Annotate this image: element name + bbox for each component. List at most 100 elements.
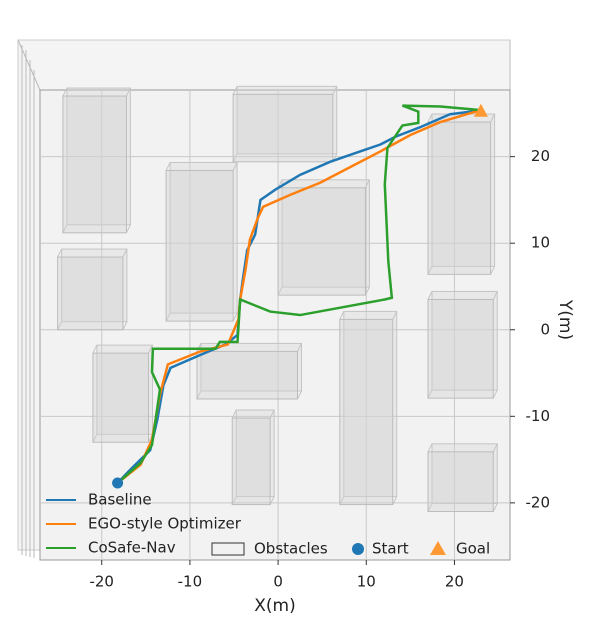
obstacle-edge [364, 286, 370, 296]
x-tick-label: -20 [89, 573, 114, 591]
obstacle [427, 443, 498, 513]
obstacle-front [165, 169, 234, 322]
obstacle-edge [92, 434, 98, 443]
obstacle-edge [427, 291, 433, 300]
obstacle-edge [269, 409, 275, 419]
obstacle-edge [332, 86, 338, 95]
obstacle [92, 344, 153, 443]
x-axis-label: X(m) [254, 596, 295, 616]
obstacle-back [431, 113, 496, 267]
obstacle-front [57, 256, 124, 331]
obstacle-edge [492, 389, 498, 399]
obstacle-edge [122, 248, 128, 258]
obstacle-edge [122, 321, 128, 330]
obstacle-front [232, 93, 334, 163]
y-tick-label: 10 [531, 234, 550, 252]
obstacle [427, 113, 496, 275]
x-tick-label: -10 [178, 573, 203, 591]
obstacle-front [92, 352, 149, 443]
obstacle-edge [297, 343, 302, 352]
obstacle [277, 179, 370, 296]
obstacle-edge [92, 344, 98, 354]
obstacle-edge [62, 224, 68, 234]
obstacle-back [431, 443, 498, 505]
obstacle-edge [392, 496, 398, 505]
obstacle-back [281, 179, 370, 288]
obstacle-edge [492, 503, 498, 512]
y-axis-label: Y(m) [555, 299, 575, 340]
obstacle-edge [57, 321, 63, 330]
obstacle-front [62, 95, 127, 234]
obstacle-edge [490, 113, 496, 123]
obstacle-edge [165, 162, 171, 171]
obstacle-front [339, 318, 394, 506]
obstacle-edge [492, 291, 498, 300]
obstacle [165, 161, 238, 322]
obstacle-edge [231, 409, 237, 419]
y-tick-label: -10 [526, 407, 551, 425]
obstacle-edge [232, 153, 238, 163]
x-tick-label: 20 [445, 573, 464, 591]
obstacle-front [427, 121, 492, 275]
legend-label: Baseline [88, 491, 152, 509]
legend: Baseline EGO-style Optimizer CoSafe-Nav Obs… [46, 491, 490, 558]
legend-swatch [430, 541, 446, 555]
obstacle-back [169, 161, 238, 314]
obstacle-back [235, 409, 275, 498]
legend-swatch [352, 543, 364, 555]
legend-label: Obstacles [254, 540, 328, 558]
obstacle-back [236, 85, 338, 155]
obstacle-front [196, 350, 298, 400]
obstacle [339, 310, 398, 506]
obstacle-edge [427, 443, 433, 453]
obstacle-front [231, 417, 271, 506]
obstacle-edge [148, 344, 153, 354]
obstacle-edge [231, 496, 237, 505]
obstacle-edge [297, 390, 302, 400]
x-tick-label: 0 [273, 573, 283, 591]
obstacle-back [61, 248, 128, 323]
obstacle-edge [269, 496, 275, 505]
obstacle-edge [57, 248, 63, 258]
obstacle-edge [364, 179, 370, 189]
obstacle [62, 87, 131, 234]
obstacle-edge [427, 113, 433, 123]
y-tick-label: 0 [540, 320, 550, 338]
x-tick-label: 10 [357, 573, 376, 591]
obstacle-front [427, 451, 494, 513]
goal-marker [473, 103, 488, 117]
obstacle-front [277, 187, 366, 296]
obstacle-edge [339, 496, 345, 505]
trajectory [116, 104, 479, 484]
legend-label: Goal [456, 540, 490, 558]
obstacle-edge [62, 87, 68, 97]
obstacle-back [66, 87, 131, 226]
obstacle-edge [492, 443, 498, 453]
obstacle-edge [232, 86, 238, 95]
obstacle-back [431, 290, 498, 391]
obstacle-edge [232, 162, 238, 171]
obstacle-edge [196, 343, 202, 352]
obstacle [57, 248, 128, 331]
obstacle-edge [125, 224, 131, 234]
obstacle-edge [392, 311, 398, 320]
trajectory [116, 109, 479, 484]
obstacle-edge [427, 389, 433, 399]
obstacle-edge [277, 286, 283, 296]
y-tick-label: 20 [531, 147, 550, 165]
obstacle-edge [125, 87, 131, 97]
obstacle-edge [232, 312, 238, 322]
legend-label: EGO-style Optimizer [88, 515, 242, 533]
obstacle-edge [339, 311, 345, 320]
obstacle-edge [165, 312, 171, 322]
legend-label: CoSafe-Nav [88, 539, 176, 557]
obstacle-edge [490, 266, 496, 275]
obstacle-back [96, 344, 153, 435]
obstacle [232, 85, 338, 163]
obstacle-edge [427, 266, 433, 275]
start-marker [112, 477, 124, 489]
obstacle-edge [196, 390, 202, 400]
obstacle [231, 409, 275, 506]
legend-label: Start [372, 540, 409, 558]
